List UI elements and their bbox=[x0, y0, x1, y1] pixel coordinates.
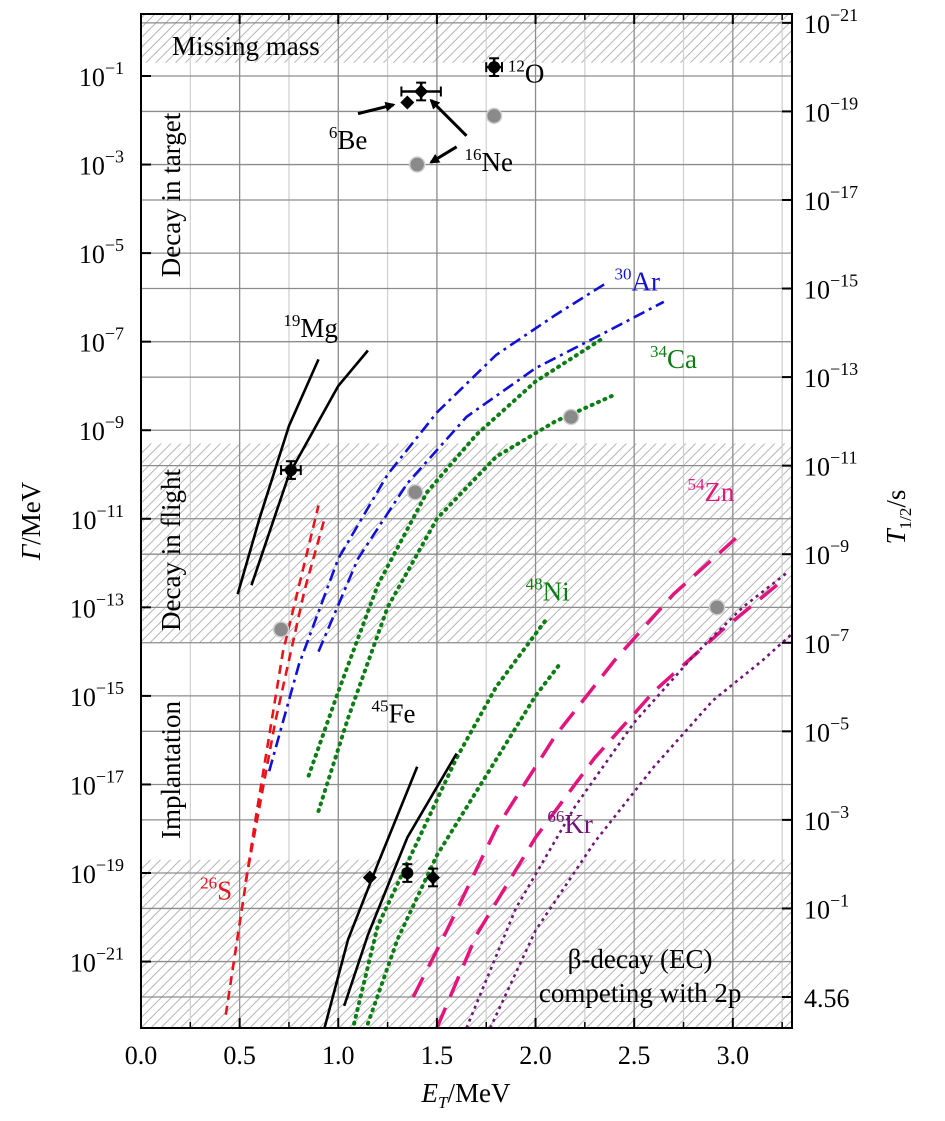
y-tick-label-right: 4.56 bbox=[804, 984, 850, 1013]
y-tick-label-left: 10−15 bbox=[70, 678, 124, 712]
curve-48Ni-0 bbox=[352, 618, 548, 1026]
y-tick-label-right: 10−19 bbox=[804, 93, 858, 127]
gray-point-4 bbox=[272, 621, 290, 638]
gray-point-1 bbox=[408, 156, 426, 173]
x-tick-label: 0.0 bbox=[125, 1041, 158, 1070]
axis-ticks: 0.0 0.5 1.0 1.5 2.0 2.5 3.0 10−1 10−3 10−5 10−7 10−… bbox=[70, 5, 858, 1070]
y-tick-label-left: 10−9 bbox=[79, 412, 124, 446]
x-tick-label: 2.5 bbox=[618, 1041, 651, 1070]
exp-point-1 bbox=[414, 84, 429, 99]
exp-point-2 bbox=[400, 95, 415, 110]
exp-point-5 bbox=[401, 867, 414, 880]
curve-19Mg-1 bbox=[250, 349, 369, 586]
x-tick-label: 3.0 bbox=[717, 1041, 750, 1070]
isotope-label-12O: 12O bbox=[508, 57, 544, 89]
y-tick-label-left: 10−5 bbox=[79, 235, 124, 269]
curve-26S-1 bbox=[244, 518, 326, 883]
isotope-label-30Ar: 30Ar bbox=[614, 265, 660, 297]
exp-point-3 bbox=[284, 464, 297, 477]
isotope-label-66Kr: 66Kr bbox=[547, 807, 593, 839]
isotope-label-54Zn: 54Zn bbox=[687, 475, 734, 507]
plot-frame bbox=[140, 13, 793, 1029]
y2-axis-title: T1/2/s bbox=[881, 490, 915, 545]
gray-point-0 bbox=[485, 107, 503, 125]
y-tick-label-left: 10−19 bbox=[70, 855, 124, 889]
curve-48Ni-1 bbox=[365, 662, 562, 1026]
y-tick-label-right: 10−3 bbox=[804, 802, 849, 836]
curve-45Fe-1 bbox=[342, 752, 458, 1007]
region-label-2: Decay in flight bbox=[156, 469, 186, 631]
region-bands bbox=[141, 14, 792, 1028]
curve-34Ca-1 bbox=[316, 392, 617, 813]
annotation-labels: 12O 6Be 16Ne 19Mg 30Ar 34Ca 54Zn 48Ni 45Fe 66Kr 26… bbox=[156, 31, 741, 1008]
y-tick-label-right: 10−1 bbox=[804, 890, 849, 924]
curve-26S-0 bbox=[224, 505, 320, 1015]
y-tick-label-left: 10−1 bbox=[79, 58, 124, 92]
y-tick-label-right: 10−7 bbox=[804, 625, 849, 659]
curve-34Ca-0 bbox=[306, 335, 607, 778]
curve-19Mg-0 bbox=[236, 358, 320, 595]
region-label-4-line-1: competing with 2p bbox=[539, 978, 741, 1008]
x-tick-label: 0.5 bbox=[223, 1041, 256, 1070]
annotation-arrow-1 bbox=[429, 98, 468, 137]
isotope-label-19Mg: 19Mg bbox=[283, 311, 338, 343]
x-tick-label: 2.0 bbox=[519, 1041, 552, 1070]
gray-point-2 bbox=[562, 408, 580, 426]
region-label-3: Implantation bbox=[156, 701, 186, 839]
y-tick-label-right: 10−13 bbox=[804, 359, 858, 393]
isotope-label-45Fe: 45Fe bbox=[372, 696, 416, 728]
y-tick-label-left: 10−17 bbox=[70, 766, 124, 800]
curve-45Fe-0 bbox=[323, 766, 419, 1028]
curve-30Ar-0 bbox=[267, 282, 606, 772]
region-band-2 bbox=[141, 443, 792, 643]
exp-point-0 bbox=[488, 61, 501, 74]
y-tick-label-right: 10−15 bbox=[804, 271, 858, 305]
y-tick-label-left: 10−3 bbox=[79, 147, 124, 181]
curve-54Zn-0 bbox=[411, 530, 744, 998]
y-tick-label-left: 10−13 bbox=[70, 589, 124, 623]
y-tick-label-left: 10−7 bbox=[79, 324, 124, 358]
curve-54Zn-1 bbox=[435, 579, 784, 1028]
y-tick-label-right: 10−5 bbox=[804, 713, 849, 747]
y-tick-label-right: 10−17 bbox=[804, 182, 858, 216]
x-tick-label: 1.5 bbox=[421, 1041, 454, 1070]
annotation-arrows bbox=[357, 98, 468, 164]
isotope-label-6Be: 6Be bbox=[329, 123, 368, 155]
data-points bbox=[272, 57, 726, 888]
region-label-1: Decay in target bbox=[156, 112, 186, 277]
isotope-label-48Ni: 48Ni bbox=[526, 575, 570, 607]
annotation-arrow-2 bbox=[429, 145, 458, 164]
x-axis-title: ET/MeV bbox=[421, 1078, 511, 1112]
exp-point-6 bbox=[425, 870, 440, 885]
isotope-label-34Ca: 34Ca bbox=[650, 342, 697, 374]
curve-30Ar-1 bbox=[317, 300, 665, 653]
isotope-label-26S: 26S bbox=[200, 874, 232, 906]
annotation-arrow-0 bbox=[357, 101, 396, 116]
x-tick-label: 1.0 bbox=[322, 1041, 355, 1070]
curve-66Kr-1 bbox=[489, 632, 792, 1028]
y-tick-label-left: 10−11 bbox=[71, 501, 124, 535]
y-tick-label-right: 10−21 bbox=[804, 5, 858, 39]
curves bbox=[224, 282, 792, 1028]
y-tick-label-right: 10−9 bbox=[804, 536, 849, 570]
exp-point-4 bbox=[362, 870, 377, 885]
gray-point-5 bbox=[708, 599, 726, 616]
region-label-0: Missing mass bbox=[172, 31, 320, 61]
y-axis-title: Γ/MeV bbox=[16, 481, 46, 561]
y-tick-label-right: 10−11 bbox=[804, 448, 857, 482]
gray-point-3 bbox=[406, 483, 424, 501]
region-label-4-line-0: β-decay (EC) bbox=[568, 944, 713, 974]
isotope-label-16Ne: 16Ne bbox=[465, 145, 513, 177]
y-tick-label-left: 10−21 bbox=[70, 944, 124, 978]
